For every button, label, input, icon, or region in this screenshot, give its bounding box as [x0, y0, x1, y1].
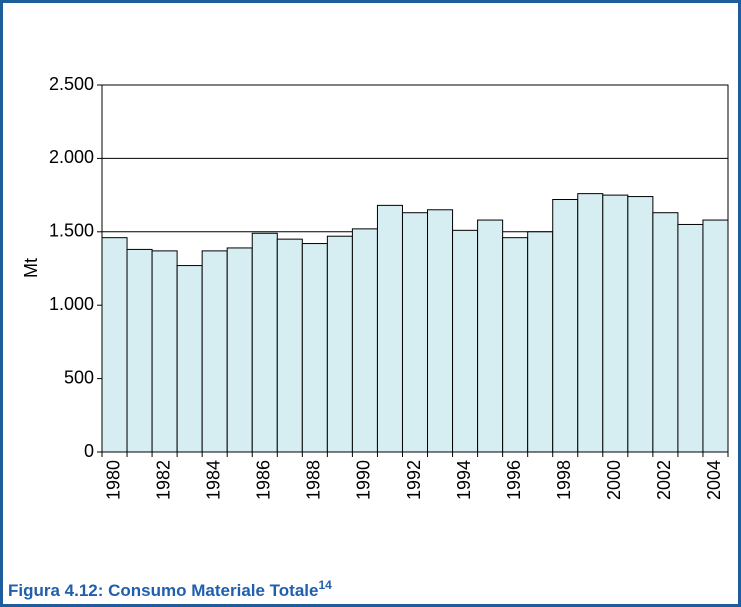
bar: [126, 248, 153, 453]
y-tick-label: 2.500: [49, 74, 94, 94]
bar: [702, 219, 729, 453]
bar: [251, 232, 278, 453]
bar: [376, 204, 403, 453]
y-tick-label: 1.500: [49, 221, 94, 241]
bar: [101, 237, 128, 453]
x-tick-label: 1984: [203, 460, 223, 500]
x-tick-label: 2002: [654, 460, 674, 500]
x-tick-label: 1980: [103, 460, 123, 500]
caption: Figura 4.12: Consumo Materiale Totale14: [8, 578, 332, 600]
footnote-mark: 14: [318, 578, 332, 592]
x-tick-label: 2004: [704, 460, 724, 500]
x-tick-label: 1996: [504, 460, 524, 500]
y-axis-label: Mt: [21, 258, 41, 278]
bar: [452, 229, 479, 453]
bar: [226, 247, 253, 453]
bar: [401, 212, 429, 453]
bar: [351, 228, 378, 453]
y-tick-label: 0: [84, 441, 94, 461]
bar: [176, 265, 203, 453]
x-tick-label: 1990: [354, 460, 374, 500]
bar: [577, 193, 604, 453]
y-tick-label: 1.000: [49, 294, 94, 314]
bar: [301, 243, 328, 453]
caption-text: Figura 4.12: Consumo Materiale Totale: [8, 581, 318, 600]
x-tick-label: 1988: [304, 460, 324, 500]
bar: [477, 219, 504, 453]
bar: [326, 235, 353, 453]
bar: [677, 223, 704, 453]
bar: [276, 238, 303, 453]
x-tick-label: 1998: [554, 460, 574, 500]
x-tick-label: 1982: [153, 460, 173, 500]
bar: [652, 212, 679, 453]
bar: [527, 231, 554, 453]
x-tick-label: 1992: [404, 460, 424, 500]
x-tick-label: 1994: [454, 460, 474, 500]
bar: [627, 196, 654, 453]
bar: [151, 250, 178, 453]
bar: [201, 250, 228, 453]
bar: [552, 199, 579, 453]
bar: [502, 237, 529, 453]
x-tick-label: 1986: [254, 460, 274, 500]
bar: [602, 194, 629, 453]
y-tick-label: 500: [64, 367, 94, 387]
y-tick-label: 2.000: [49, 147, 94, 167]
x-tick-label: 2000: [604, 460, 624, 500]
bar: [427, 209, 454, 453]
